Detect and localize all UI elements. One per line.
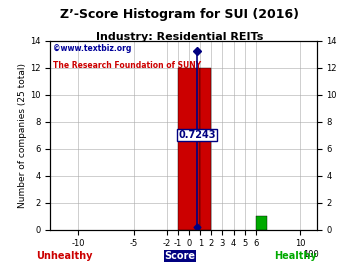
Bar [178, 68, 200, 230]
Y-axis label: Number of companies (25 total): Number of companies (25 total) [18, 62, 27, 208]
Text: Z’-Score Histogram for SUI (2016): Z’-Score Histogram for SUI (2016) [60, 8, 300, 21]
Bar [200, 68, 211, 230]
Text: Unhealthy: Unhealthy [37, 251, 93, 261]
Text: ©www.textbiz.org: ©www.textbiz.org [53, 44, 131, 53]
Text: 100: 100 [303, 250, 319, 259]
Text: Score: Score [165, 251, 195, 261]
Text: Industry: Residential REITs: Industry: Residential REITs [96, 32, 264, 42]
Text: Healthy: Healthy [274, 251, 316, 261]
Text: Score: Score [165, 251, 195, 261]
Bar [256, 216, 267, 229]
Text: 0.7243: 0.7243 [179, 130, 216, 140]
Text: The Research Foundation of SUNY: The Research Foundation of SUNY [53, 61, 201, 70]
